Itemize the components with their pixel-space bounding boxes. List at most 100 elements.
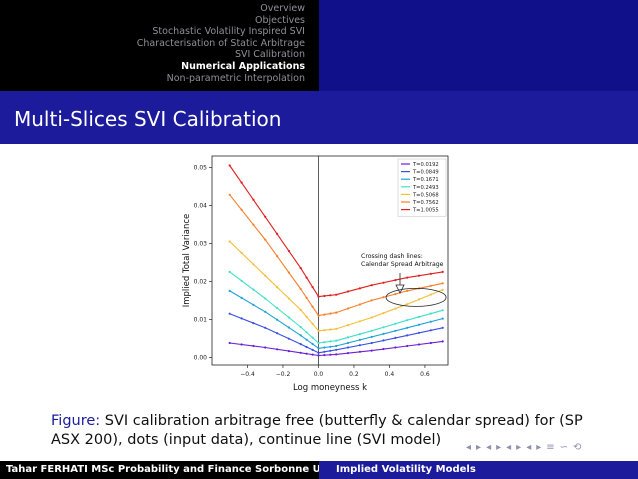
beamer-nav-symbol[interactable]: ◂ bbox=[466, 442, 472, 453]
data-point bbox=[287, 297, 290, 300]
x-tick-label: −0.4 bbox=[240, 371, 255, 378]
x-tick-label: 0.2 bbox=[349, 371, 359, 378]
data-point bbox=[417, 323, 421, 326]
annotation-text: Calendar Spread Arbitrage bbox=[361, 261, 444, 268]
data-point bbox=[441, 326, 444, 329]
beamer-nav-symbol[interactable]: ▸ bbox=[516, 442, 522, 453]
data-point bbox=[311, 322, 314, 325]
nav-item[interactable]: Numerical Applications bbox=[181, 60, 305, 72]
x-tick-label: 0.4 bbox=[385, 371, 395, 378]
data-point bbox=[329, 312, 332, 315]
data-point bbox=[382, 296, 385, 299]
beamer-nav-symbol[interactable]: ≡ bbox=[546, 442, 555, 453]
data-point bbox=[240, 317, 243, 320]
nav-item[interactable]: Objectives bbox=[255, 14, 305, 26]
data-point bbox=[287, 350, 290, 353]
data-point bbox=[382, 281, 385, 284]
data-point bbox=[335, 293, 338, 296]
data-point bbox=[299, 308, 302, 311]
data-point bbox=[429, 284, 432, 287]
data-point bbox=[299, 334, 302, 337]
x-axis-label: Log moneyness k bbox=[293, 383, 367, 392]
data-point bbox=[382, 312, 385, 315]
data-point bbox=[264, 215, 267, 218]
data-point bbox=[305, 352, 308, 355]
data-point bbox=[406, 303, 409, 306]
data-point bbox=[358, 344, 361, 347]
data-point bbox=[287, 326, 290, 329]
data-point bbox=[346, 336, 350, 339]
data-point bbox=[276, 332, 279, 335]
data-point bbox=[252, 288, 255, 291]
data-point bbox=[276, 306, 279, 310]
data-point bbox=[394, 322, 397, 325]
nav-item[interactable]: Overview bbox=[260, 3, 305, 14]
data-point bbox=[311, 342, 314, 346]
data-point bbox=[394, 279, 397, 282]
data-point bbox=[305, 331, 308, 334]
data-point bbox=[311, 336, 314, 339]
data-point bbox=[305, 315, 308, 318]
data-point bbox=[264, 310, 267, 313]
beamer-nav-symbol[interactable]: ◂ bbox=[526, 442, 532, 453]
data-point bbox=[317, 354, 320, 357]
data-point bbox=[441, 317, 444, 320]
figure-caption: Figure: SVI calibration arbitrage free (… bbox=[51, 412, 611, 449]
data-point bbox=[311, 305, 314, 308]
legend-label: T=0.5068 bbox=[412, 192, 439, 198]
data-point bbox=[264, 326, 267, 329]
data-point bbox=[370, 341, 373, 345]
data-point bbox=[329, 353, 332, 356]
frame-title: Multi-Slices SVI Calibration bbox=[14, 107, 282, 131]
nav-item[interactable]: Non-parametric Interpolation bbox=[166, 72, 305, 84]
data-point bbox=[252, 263, 255, 266]
x-tick-label: 0.0 bbox=[314, 371, 324, 378]
data-point bbox=[358, 333, 361, 336]
data-point bbox=[228, 312, 231, 315]
data-point bbox=[317, 341, 320, 345]
data-point bbox=[329, 294, 332, 297]
data-point bbox=[346, 307, 350, 310]
beamer-nav-symbol[interactable]: ▸ bbox=[496, 442, 502, 453]
nav-item[interactable]: Stochastic Volatility Inspired SVI bbox=[152, 26, 305, 38]
data-point bbox=[429, 293, 432, 296]
beamer-nav-symbol[interactable]: ▸ bbox=[476, 442, 482, 453]
x-tick-label: −0.2 bbox=[276, 371, 291, 378]
footer-author: Tahar FERHATI MSc Probability and Financ… bbox=[0, 461, 319, 479]
svi-calibration-chart: −0.4 −0.2 0.0 0.2 0.4 0.6 0.00 0.01 0.02 0.03 0.04… bbox=[182, 155, 449, 393]
data-point bbox=[406, 326, 409, 329]
beamer-nav-symbol[interactable]: ◂ bbox=[486, 442, 492, 453]
data-point bbox=[299, 267, 302, 270]
legend-box bbox=[397, 158, 447, 217]
data-point bbox=[240, 208, 243, 211]
data-point bbox=[358, 287, 361, 290]
beamer-nav-symbol[interactable]: ◂ bbox=[506, 442, 512, 453]
series-line bbox=[229, 241, 443, 332]
data-point bbox=[305, 338, 308, 341]
series-line bbox=[229, 271, 443, 344]
data-point bbox=[417, 343, 421, 346]
caption-text: SVI calibration arbitrage free (butterfl… bbox=[51, 413, 583, 448]
data-point bbox=[323, 329, 326, 332]
data-point bbox=[305, 276, 308, 279]
data-point bbox=[299, 287, 302, 291]
data-point bbox=[441, 282, 444, 285]
data-point bbox=[323, 313, 326, 316]
nav-item[interactable]: Characterisation of Static Arbitrage bbox=[136, 37, 305, 49]
data-point bbox=[276, 348, 279, 351]
data-point bbox=[264, 274, 267, 277]
data-point bbox=[394, 336, 397, 339]
data-point bbox=[329, 349, 332, 352]
data-point bbox=[311, 286, 314, 289]
x-tick-label: 0.6 bbox=[420, 371, 430, 378]
beamer-nav-symbol[interactable]: ⟲ bbox=[573, 442, 582, 453]
beamer-nav-symbol[interactable]: ∽ bbox=[559, 442, 569, 453]
beamer-nav-symbol[interactable]: ▸ bbox=[536, 442, 542, 453]
data-point bbox=[335, 353, 338, 356]
nav-item[interactable]: SVI Calibration bbox=[234, 49, 305, 61]
data-point bbox=[335, 348, 338, 351]
data-point bbox=[317, 295, 320, 298]
data-point bbox=[276, 318, 279, 321]
data-point bbox=[346, 290, 350, 293]
series-line bbox=[229, 313, 443, 354]
